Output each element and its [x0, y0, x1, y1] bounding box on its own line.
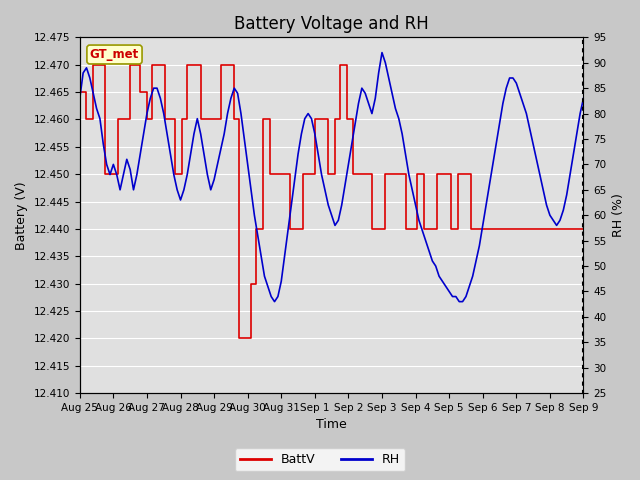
- Title: Battery Voltage and RH: Battery Voltage and RH: [234, 15, 429, 33]
- BattV: [236, 336, 243, 341]
- RH: [388, 90, 396, 96]
- RH: [402, 151, 410, 157]
- BattV: [324, 171, 332, 177]
- BattV: [239, 336, 246, 341]
- BattV: [161, 117, 169, 122]
- BattV: [427, 226, 435, 232]
- Text: GT_met: GT_met: [90, 48, 139, 61]
- Legend: BattV, RH: BattV, RH: [235, 448, 405, 471]
- RH: [435, 273, 443, 279]
- Line: RH: RH: [80, 53, 584, 301]
- RH: [271, 299, 278, 304]
- BattV: [286, 226, 294, 232]
- RH: [324, 202, 332, 208]
- Y-axis label: RH (%): RH (%): [612, 193, 625, 237]
- RH: [254, 233, 262, 239]
- RH: [76, 96, 84, 101]
- X-axis label: Time: Time: [316, 419, 347, 432]
- Y-axis label: Battery (V): Battery (V): [15, 181, 28, 250]
- BattV: [580, 226, 588, 232]
- RH: [378, 50, 386, 56]
- BattV: [76, 89, 84, 95]
- RH: [580, 96, 588, 101]
- RH: [576, 111, 584, 117]
- BattV: [115, 117, 122, 122]
- BattV: [89, 62, 97, 68]
- Line: BattV: BattV: [80, 65, 584, 338]
